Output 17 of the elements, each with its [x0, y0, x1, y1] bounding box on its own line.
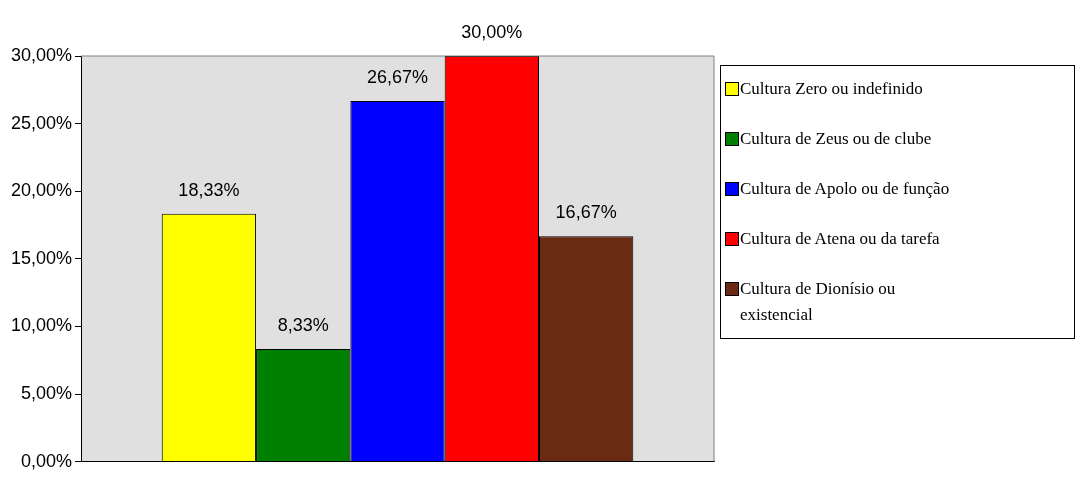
y-tick-label: 20,00% — [10, 180, 73, 201]
data-label: 26,67% — [366, 66, 429, 87]
data-label: 30,00% — [461, 21, 523, 42]
legend-label: Cultura de Apolo ou de função — [740, 178, 950, 200]
y-tick-label: 30,00% — [10, 44, 73, 65]
data-label: 8,33% — [277, 314, 329, 335]
y-tick-label: 25,00% — [10, 112, 73, 133]
legend-label: Cultura de Dionísio ou existencial — [740, 278, 897, 326]
y-tick-label: 15,00% — [10, 247, 73, 268]
y-tick-label: 0,00% — [21, 450, 73, 471]
data-label: 16,67% — [555, 202, 617, 223]
data-label: 18,33% — [178, 179, 240, 200]
y-tick-label: 10,00% — [10, 315, 73, 336]
legend-label: Cultura de Zeus ou de clube — [740, 128, 932, 150]
legend-label: Cultura Zero ou indefinido — [740, 78, 923, 100]
legend-label: Cultura de Atena ou da tarefa — [740, 228, 940, 250]
y-tick-label: 5,00% — [21, 382, 73, 403]
